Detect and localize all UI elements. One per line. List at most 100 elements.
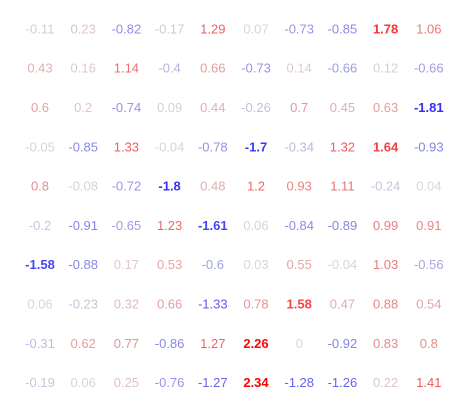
cell-r8-c5: 2.26 xyxy=(243,336,268,351)
cell-r0-c1: 0.23 xyxy=(71,21,96,36)
cell-r8-c6: 0 xyxy=(296,336,303,351)
cell-r6-c2: 0.17 xyxy=(114,257,139,272)
cell-r9-c0: -0.19 xyxy=(25,375,55,390)
cell-r3-c0: -0.05 xyxy=(25,139,55,154)
cell-r0-c7: -0.85 xyxy=(328,21,358,36)
cell-r9-c2: 0.25 xyxy=(114,375,139,390)
cell-r6-c7: -0.04 xyxy=(328,257,358,272)
cell-r6-c0: -1.58 xyxy=(25,257,55,272)
cell-r3-c5: -1.7 xyxy=(245,139,267,154)
cell-r8-c7: -0.92 xyxy=(328,336,358,351)
cell-r6-c4: -0.6 xyxy=(202,257,224,272)
cell-r8-c3: -0.86 xyxy=(155,336,185,351)
cell-r6-c1: -0.88 xyxy=(68,257,98,272)
cell-r1-c9: -0.66 xyxy=(414,61,444,76)
cell-r0-c9: 1.06 xyxy=(416,21,441,36)
cell-r2-c6: 0.7 xyxy=(290,100,308,115)
cell-r6-c6: 0.55 xyxy=(287,257,312,272)
cell-r4-c2: -0.72 xyxy=(112,179,142,194)
cell-r5-c0: -0.2 xyxy=(29,218,51,233)
cell-r3-c7: 1.32 xyxy=(330,139,355,154)
cell-r3-c9: -0.93 xyxy=(414,139,444,154)
cell-r8-c4: 1.27 xyxy=(200,336,225,351)
cell-r4-c1: -0.08 xyxy=(68,179,98,194)
cell-r3-c8: 1.64 xyxy=(373,139,399,154)
cell-r9-c6: -1.28 xyxy=(284,375,314,390)
cell-r0-c2: -0.82 xyxy=(112,21,142,36)
cell-r0-c4: 1.29 xyxy=(200,21,225,36)
cell-r3-c1: -0.85 xyxy=(68,139,98,154)
cell-r4-c7: 1.11 xyxy=(330,179,354,194)
cell-r4-c3: -1.8 xyxy=(158,179,180,194)
cell-r9-c8: 0.22 xyxy=(373,375,398,390)
cell-r8-c1: 0.62 xyxy=(71,336,96,351)
cell-r4-c0: 0.8 xyxy=(31,179,49,194)
cell-r5-c7: -0.89 xyxy=(328,218,358,233)
cell-r6-c3: 0.53 xyxy=(157,257,182,272)
cell-r2-c1: 0.2 xyxy=(74,100,92,115)
cell-r7-c9: 0.54 xyxy=(416,297,441,312)
cell-r9-c3: -0.76 xyxy=(155,375,185,390)
cell-r8-c2: 0.77 xyxy=(114,336,139,351)
cell-r8-c0: -0.31 xyxy=(25,336,55,351)
cell-r9-c4: -1.27 xyxy=(198,375,228,390)
cell-r4-c5: 1.2 xyxy=(247,179,265,194)
cell-r5-c2: -0.65 xyxy=(112,218,142,233)
cell-r1-c7: -0.66 xyxy=(328,61,358,76)
cell-r9-c1: 0.06 xyxy=(71,375,96,390)
cell-r5-c5: 0.06 xyxy=(243,218,268,233)
cell-r0-c3: -0.17 xyxy=(155,21,185,36)
cell-r5-c3: 1.23 xyxy=(157,218,182,233)
cell-r1-c8: 0.12 xyxy=(373,61,398,76)
cell-r1-c6: 0.14 xyxy=(287,61,312,76)
cell-r8-c9: 0.8 xyxy=(420,336,438,351)
cell-r1-c4: 0.66 xyxy=(200,61,225,76)
cell-r7-c6: 1.58 xyxy=(287,297,312,312)
cell-r9-c7: -1.26 xyxy=(328,375,358,390)
cell-r0-c6: -0.73 xyxy=(284,21,314,36)
cell-r7-c0: 0.06 xyxy=(27,297,52,312)
cell-r4-c4: 0.48 xyxy=(200,179,225,194)
cell-r7-c1: -0.23 xyxy=(68,297,98,312)
cell-r2-c3: 0.09 xyxy=(157,100,182,115)
cell-r7-c2: 0.32 xyxy=(114,297,139,312)
cell-r5-c9: 0.91 xyxy=(416,218,441,233)
cell-r1-c0: 0.43 xyxy=(27,61,52,76)
cell-r2-c0: 0.6 xyxy=(31,100,49,115)
cell-r2-c4: 0.44 xyxy=(200,100,225,115)
cell-r1-c5: -0.73 xyxy=(241,61,271,76)
cell-r0-c0: -0.11 xyxy=(26,21,55,36)
cell-r2-c7: 0.45 xyxy=(330,100,355,115)
cell-r0-c5: 0.07 xyxy=(243,21,268,36)
cell-r4-c6: 0.93 xyxy=(287,179,312,194)
cell-r6-c8: 1.03 xyxy=(373,257,398,272)
cell-r4-c9: 0.04 xyxy=(416,179,441,194)
cell-r9-c9: 1.41 xyxy=(416,375,441,390)
cell-r3-c3: -0.04 xyxy=(155,139,185,154)
cell-r5-c8: 0.99 xyxy=(373,218,398,233)
cell-r3-c4: -0.78 xyxy=(198,139,228,154)
cell-r5-c4: -1.61 xyxy=(198,218,228,233)
cell-r1-c1: 0.16 xyxy=(71,61,96,76)
cell-r7-c4: -1.33 xyxy=(198,297,228,312)
cell-r5-c1: -0.91 xyxy=(68,218,98,233)
cell-r4-c8: -0.24 xyxy=(371,179,401,194)
cell-r2-c9: -1.81 xyxy=(414,100,444,115)
cell-r1-c3: -0.4 xyxy=(158,61,180,76)
cell-r1-c2: 1.14 xyxy=(114,61,139,76)
cell-r2-c2: -0.74 xyxy=(112,100,142,115)
cell-r7-c8: 0.88 xyxy=(373,297,398,312)
cell-r6-c5: 0.03 xyxy=(243,257,268,272)
cell-r3-c2: 1.33 xyxy=(114,139,139,154)
cell-r5-c6: -0.84 xyxy=(284,218,314,233)
cell-r6-c9: -0.56 xyxy=(414,257,444,272)
cell-r7-c5: 0.78 xyxy=(243,297,268,312)
cell-r7-c7: 0.47 xyxy=(330,297,355,312)
cell-r8-c8: 0.83 xyxy=(373,336,398,351)
cell-r3-c6: -0.34 xyxy=(284,139,314,154)
cell-r2-c8: 0.63 xyxy=(373,100,398,115)
cell-r0-c8: 1.78 xyxy=(373,21,398,36)
cell-r7-c3: 0.66 xyxy=(157,297,182,312)
cell-r9-c5: 2.34 xyxy=(243,375,269,390)
